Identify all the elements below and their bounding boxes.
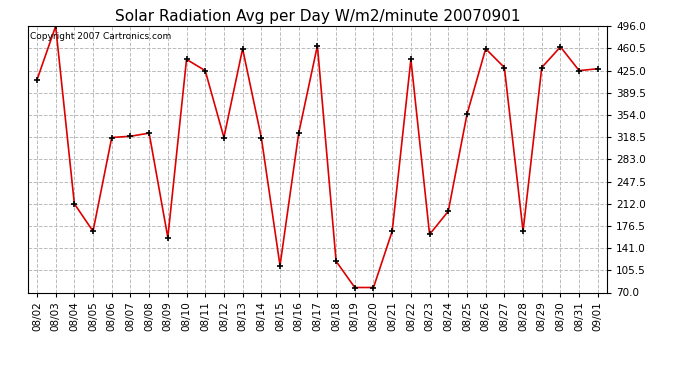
Title: Solar Radiation Avg per Day W/m2/minute 20070901: Solar Radiation Avg per Day W/m2/minute … [115, 9, 520, 24]
Text: Copyright 2007 Cartronics.com: Copyright 2007 Cartronics.com [30, 32, 172, 40]
